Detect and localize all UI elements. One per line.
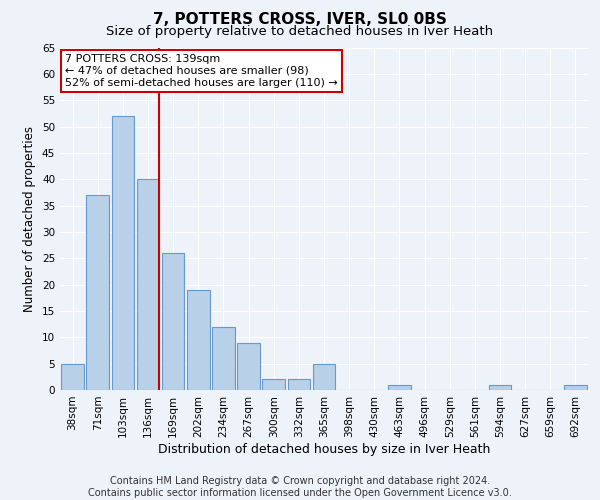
- Bar: [187, 290, 209, 390]
- X-axis label: Distribution of detached houses by size in Iver Heath: Distribution of detached houses by size …: [158, 442, 490, 456]
- Bar: [488, 384, 511, 390]
- Bar: [86, 195, 109, 390]
- Text: 7, POTTERS CROSS, IVER, SL0 0BS: 7, POTTERS CROSS, IVER, SL0 0BS: [153, 12, 447, 28]
- Bar: [61, 364, 84, 390]
- Bar: [212, 327, 235, 390]
- Bar: [112, 116, 134, 390]
- Bar: [162, 253, 184, 390]
- Bar: [262, 380, 285, 390]
- Text: Contains HM Land Registry data © Crown copyright and database right 2024.
Contai: Contains HM Land Registry data © Crown c…: [88, 476, 512, 498]
- Bar: [237, 342, 260, 390]
- Bar: [287, 380, 310, 390]
- Text: 7 POTTERS CROSS: 139sqm
← 47% of detached houses are smaller (98)
52% of semi-de: 7 POTTERS CROSS: 139sqm ← 47% of detache…: [65, 54, 338, 88]
- Text: Size of property relative to detached houses in Iver Heath: Size of property relative to detached ho…: [106, 25, 494, 38]
- Bar: [564, 384, 587, 390]
- Y-axis label: Number of detached properties: Number of detached properties: [23, 126, 37, 312]
- Bar: [137, 179, 160, 390]
- Bar: [313, 364, 335, 390]
- Bar: [388, 384, 411, 390]
